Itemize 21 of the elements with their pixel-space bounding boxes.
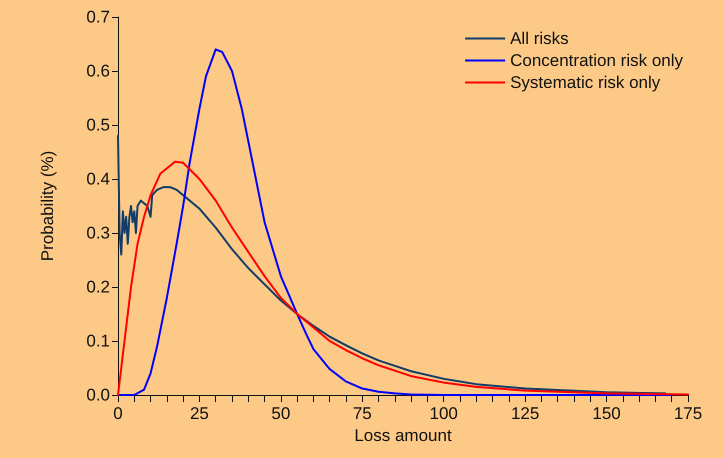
- x-tick-label: 100: [430, 404, 458, 423]
- x-tick-label: 125: [510, 404, 540, 423]
- y-tick-label: 0.1: [86, 332, 110, 350]
- x-tick-label: 75: [352, 404, 372, 423]
- x-tick-label: 50: [271, 404, 290, 423]
- x-axis-title: Loss amount: [354, 426, 452, 445]
- x-tick-label: 0: [113, 404, 123, 423]
- legend-label: Systematic risk only: [510, 73, 661, 92]
- x-tick-label: 175: [674, 404, 702, 423]
- legend-label: All risks: [510, 29, 569, 48]
- x-tick-label: 150: [592, 404, 621, 423]
- y-tick-label: 0.6: [86, 62, 110, 80]
- y-tick-label: 0.4: [86, 170, 110, 188]
- y-tick-label: 0.5: [86, 116, 110, 134]
- x-tick-label: 25: [190, 404, 209, 423]
- y-tick-label: 0.0: [86, 386, 110, 404]
- y-axis-title: Probability (%): [38, 150, 57, 262]
- legend-label: Concentration risk only: [510, 51, 684, 70]
- y-tick-label: 0.2: [86, 278, 110, 296]
- y-tick-label: 0.7: [86, 8, 110, 26]
- y-tick-label: 0.3: [86, 224, 110, 242]
